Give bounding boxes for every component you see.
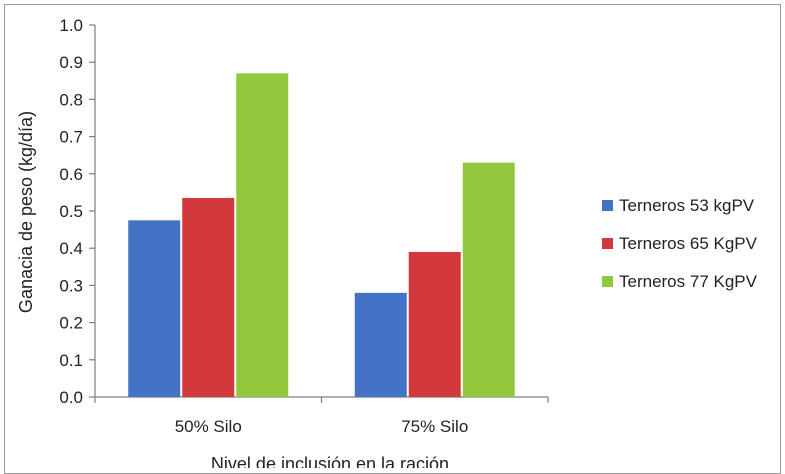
y-tick-label: 0.8 xyxy=(59,90,83,109)
y-tick-label: 0.9 xyxy=(59,53,83,72)
y-tick-label: 0.2 xyxy=(59,314,83,333)
legend-label: Terneros 77 KgPV xyxy=(619,272,758,291)
bar-2-1 xyxy=(182,197,235,397)
y-tick-label: 0.4 xyxy=(59,239,83,258)
y-tick-label: 0.0 xyxy=(59,388,83,407)
bar-2-2 xyxy=(408,251,461,397)
legend-label: Terneros 65 KgPV xyxy=(619,234,758,253)
legend: Terneros 53 kgPV Terneros 65 KgPV Terneros… xyxy=(602,196,758,291)
legend-swatch xyxy=(602,276,613,287)
y-axis-title: Ganacia de peso (kg/día) xyxy=(16,111,36,313)
bar-3-2 xyxy=(462,162,515,397)
x-axis: 50% Silo 75% Silo xyxy=(94,396,549,436)
y-tick-label: 0.1 xyxy=(59,351,83,370)
x-category-label: 75% Silo xyxy=(401,417,468,436)
y-tick-label: 0.3 xyxy=(59,276,83,295)
legend-swatch xyxy=(602,238,613,249)
y-axis: 0.0 0.1 0.2 0.3 0.4 0.5 0.6 0.7 0.8 0.9 1.0 xyxy=(59,16,96,407)
bar-1-2 xyxy=(354,292,407,397)
y-tick-label: 0.7 xyxy=(59,128,83,147)
x-category-label: 50% Silo xyxy=(175,417,242,436)
y-tick-label: 1.0 xyxy=(59,16,83,35)
y-tick-label: 0.6 xyxy=(59,165,83,184)
legend-label: Terneros 53 kgPV xyxy=(619,196,755,215)
legend-swatch xyxy=(602,200,613,211)
bar-1-1 xyxy=(128,220,181,397)
bars xyxy=(128,73,515,398)
x-axis-title: Nivel de inclusión en la ración xyxy=(211,454,449,468)
bar-3-1 xyxy=(236,73,289,398)
y-tick-label: 0.5 xyxy=(59,202,83,221)
